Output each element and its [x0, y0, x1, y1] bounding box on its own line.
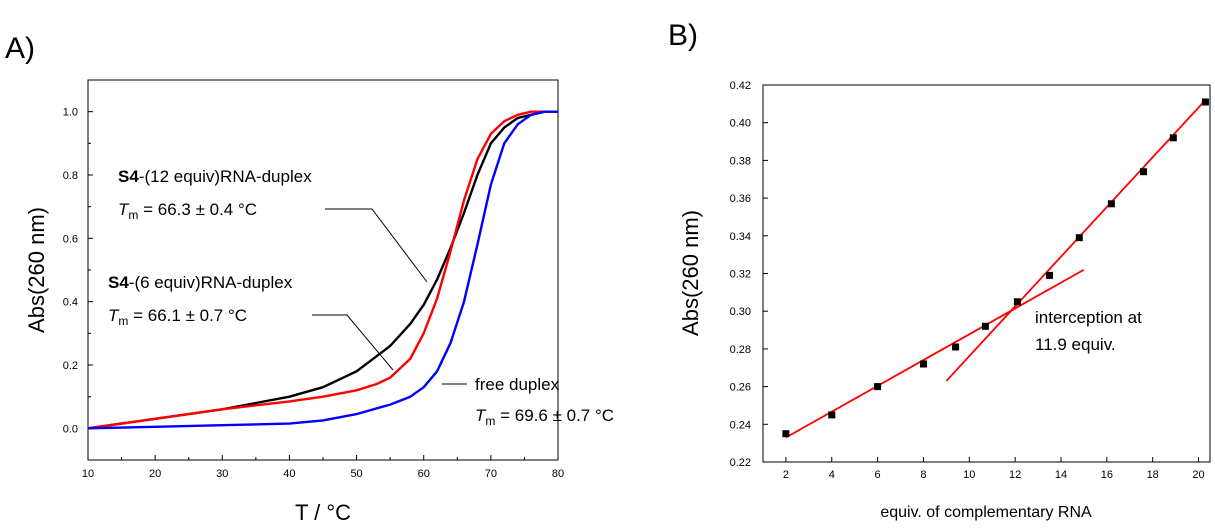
annotation-6-equiv-name: S4-(6 equiv)RNA-duplex	[108, 273, 293, 292]
annotation-6-equiv-text: -(6 equiv)RNA-duplex	[129, 273, 293, 292]
chart-b-x-tick-label: 16	[1101, 469, 1113, 481]
chart-b-y-axis-title: Abs(260 nm)	[678, 210, 703, 336]
chart-b-y-tick-label: 0.24	[730, 419, 751, 431]
chart-b-ticks: 2 4 6 8 10 12 14 16 18 20 0.22 0.24 0.26 0.28 0.30 0.32…	[730, 80, 1205, 481]
chart-b-x-tick-label: 8	[920, 469, 926, 481]
chart-b-y-tick-label: 0.36	[730, 193, 751, 205]
interception-annotation-line2: 11.9 equiv.	[1035, 335, 1116, 354]
chart-b-y-tick-label: 0.30	[730, 306, 751, 318]
chart-b-x-tick-label: 18	[1147, 469, 1159, 481]
chart-b-plot-frame	[762, 84, 1211, 463]
annotation-6-equiv-bold: S4	[108, 273, 129, 292]
annotation-12-equiv-bold: S4	[118, 167, 139, 186]
chart-b-x-tick-label: 20	[1192, 469, 1204, 481]
chart-a-x-tick-label: 50	[350, 468, 362, 480]
annotation-12-equiv-leader	[325, 208, 428, 283]
data-point	[828, 411, 836, 419]
fit-line-1	[785, 268, 1085, 439]
chart-b-y-tick-label: 0.40	[730, 118, 751, 130]
chart-a-y-tick-label: 0.0	[63, 423, 78, 435]
chart-b-y-tick-label: 0.38	[730, 155, 751, 167]
annotation-6-equiv-tm-value: = 66.1 ± 0.7 °C	[128, 306, 247, 325]
annotation-12-equiv-tm-value: = 66.3 ± 0.4 °C	[138, 200, 257, 219]
chart-b-y-tick-label: 0.28	[730, 344, 751, 356]
chart-a: 10 20 30 40 50 60 70 80 0.0 0.2 0.4 0.6 0.8 1.0 T / °…	[24, 79, 614, 525]
chart-a-x-tick-label: 40	[283, 468, 295, 480]
chart-a-x-tick-label: 30	[216, 468, 228, 480]
chart-a-x-tick-label: 20	[149, 468, 161, 480]
data-point	[1140, 168, 1147, 176]
chart-a-series	[87, 110, 558, 430]
chart-b-y-tick-label: 0.42	[730, 80, 751, 92]
chart-a-x-tick-label: 80	[552, 468, 564, 480]
chart-b-y-tick-label: 0.22	[730, 457, 751, 469]
chart-b-y-tick-label: 0.26	[730, 382, 751, 394]
series-black-line	[87, 110, 558, 430]
data-point	[1075, 234, 1083, 242]
data-point	[1201, 98, 1209, 106]
panel-a-label: A)	[5, 32, 35, 65]
chart-b-x-tick-label: 2	[783, 469, 789, 481]
series-blue-line	[87, 110, 558, 430]
chart-b-fit-lines	[785, 99, 1207, 439]
chart-a-y-tick-label: 0.8	[63, 170, 78, 182]
series-red-line	[87, 110, 558, 430]
chart-b-x-tick-label: 6	[875, 469, 881, 481]
annotation-free-duplex-tm-value: = 69.6 ± 0.7 °C	[495, 406, 614, 425]
data-point	[1107, 200, 1115, 208]
annotation-6-equiv-tm-symbol: T	[108, 306, 120, 325]
annotation-12-equiv-tm-sub: m	[128, 208, 138, 222]
chart-b-points	[782, 98, 1209, 438]
data-point	[920, 360, 927, 368]
annotation-6-equiv-tm: Tm = 66.1 ± 0.7 °C	[108, 306, 247, 328]
annotation-6-equiv-leader	[312, 314, 394, 371]
annotation-free-duplex-text: free duplex	[475, 375, 560, 394]
chart-b-x-tick-label: 4	[829, 469, 835, 481]
chart-b-x-axis-title: equiv. of complementary RNA	[880, 504, 1092, 521]
chart-a-y-tick-label: 0.4	[63, 297, 78, 309]
data-point	[981, 322, 989, 330]
chart-a-y-tick-label: 0.6	[63, 233, 78, 245]
data-point	[1169, 134, 1177, 142]
interception-annotation-line1: interception at	[1035, 308, 1142, 327]
panel-b-label: B)	[668, 19, 698, 52]
annotation-6-equiv-tm-sub: m	[118, 314, 128, 328]
data-point	[1046, 271, 1053, 279]
annotation-free-duplex-tm-sub: m	[485, 414, 495, 428]
data-point	[952, 343, 960, 351]
chart-a-x-tick-label: 70	[485, 468, 497, 480]
data-point	[782, 430, 790, 438]
annotation-12-equiv-tm-symbol: T	[118, 200, 130, 219]
chart-b-y-tick-label: 0.32	[730, 269, 751, 281]
chart-b-x-tick-label: 12	[1009, 469, 1021, 481]
chart-a-x-axis-title: T / °C	[295, 500, 351, 525]
chart-b-x-tick-label: 10	[963, 469, 975, 481]
chart-a-plot-frame	[87, 79, 559, 461]
annotation-12-equiv-name: S4-(12 equiv)RNA-duplex	[118, 167, 312, 186]
annotation-free-duplex-tm: Tm = 69.6 ± 0.7 °C	[475, 406, 614, 428]
chart-a-y-tick-label: 1.0	[63, 107, 78, 119]
annotation-12-equiv-text: -(12 equiv)RNA-duplex	[139, 167, 312, 186]
chart-b: 2 4 6 8 10 12 14 16 18 20 0.22 0.24 0.26 0.28 0.30 0.32…	[678, 80, 1211, 521]
annotation-free-duplex-tm-symbol: T	[475, 406, 487, 425]
chart-b-x-tick-label: 14	[1055, 469, 1067, 481]
chart-a-y-tick-label: 0.2	[63, 360, 78, 372]
annotation-free-duplex-name: free duplex	[475, 375, 560, 394]
data-point	[1013, 298, 1021, 306]
chart-a-ticks: 10 20 30 40 50 60 70 80 0.0 0.2 0.4 0.6 0.8 1.0	[63, 79, 564, 480]
chart-a-x-tick-label: 10	[82, 468, 94, 480]
data-point	[874, 383, 882, 391]
annotation-12-equiv-tm: Tm = 66.3 ± 0.4 °C	[118, 200, 257, 222]
chart-b-y-tick-label: 0.34	[730, 231, 751, 243]
chart-a-x-tick-label: 60	[418, 468, 430, 480]
chart-a-y-axis-title: Abs(260 nm)	[24, 207, 49, 333]
